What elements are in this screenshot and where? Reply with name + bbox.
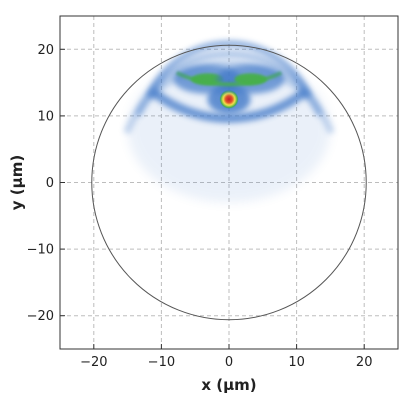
x-tick-label: 0 <box>225 355 233 370</box>
x-tick-label: 20 <box>356 355 373 370</box>
y-tick-label: 20 <box>37 43 54 58</box>
intensity-field <box>123 40 335 203</box>
x-axis-label: x (µm) <box>201 376 256 394</box>
aperture-circle <box>91 44 367 321</box>
y-tick-label: −20 <box>27 309 54 324</box>
y-axis-label: y (µm) <box>8 155 26 210</box>
axis-ticks: −20 −10 0 10 20 −20 −10 0 10 20 <box>27 43 373 370</box>
y-tick-label: 0 <box>46 176 54 191</box>
x-tick-label: −20 <box>80 355 107 370</box>
intensity-arc-core <box>175 71 283 87</box>
peak-spot <box>219 89 239 110</box>
intensity-haze <box>127 55 331 203</box>
y-tick-label: 10 <box>37 109 54 124</box>
x-tick-label: −10 <box>148 355 175 370</box>
x-tick-label: 10 <box>288 355 305 370</box>
intensity-arc <box>149 87 309 123</box>
y-tick-label: −10 <box>27 243 54 258</box>
intensity-ring <box>123 60 335 135</box>
intensity-ring <box>145 40 313 99</box>
intensity-ring <box>134 50 324 117</box>
